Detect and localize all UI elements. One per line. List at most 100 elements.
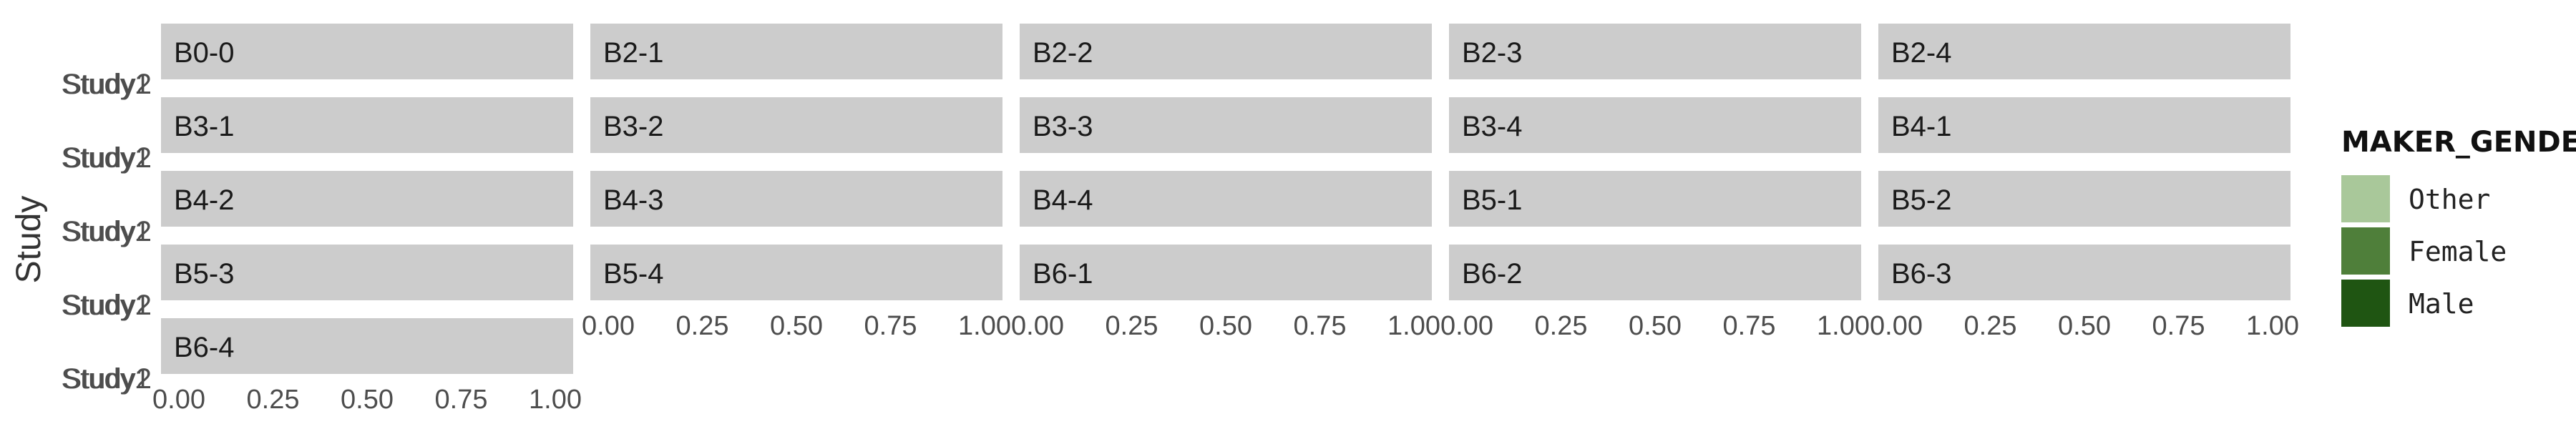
x-tick-label: 0.25 bbox=[1964, 311, 2017, 341]
facet-panel: B4-2 bbox=[161, 171, 573, 227]
facet-strip bbox=[1878, 171, 2290, 227]
facet-panel: B6-2 bbox=[1449, 245, 1861, 300]
x-tick-label: 0.25 bbox=[1535, 311, 1588, 341]
axes-layer: 0.00 0.25 0.50 0.75 1.000.00 0.25 0.50 0.75 1.00… bbox=[152, 311, 2299, 415]
facet-strip bbox=[161, 24, 573, 79]
facet-strip bbox=[590, 24, 1002, 79]
panels-layer: B0-0 B2-1 B2-2 B2-3 B2-4 B3-1 B3-2 B3-3 B3-4 B4-1… bbox=[161, 24, 2290, 374]
facet-strip-label: B6-3 bbox=[1891, 258, 1952, 290]
legend-key-swatch bbox=[2341, 175, 2390, 222]
facet-strip bbox=[1020, 245, 1432, 300]
y-axis-title: Study bbox=[10, 196, 48, 284]
x-tick-label: 0.00 bbox=[1440, 311, 1493, 341]
y-category-label: Study2 bbox=[62, 363, 152, 395]
facet-strip bbox=[1020, 24, 1432, 79]
facet-panel: B6-4 bbox=[161, 318, 573, 374]
facet-strip bbox=[1020, 171, 1432, 227]
facet-strip bbox=[1878, 24, 2290, 79]
facet-panel: B6-1 bbox=[1020, 245, 1432, 300]
facet-panel: B2-2 bbox=[1020, 24, 1432, 79]
facet-panel: B2-1 bbox=[590, 24, 1002, 79]
facet-strip-label: B3-1 bbox=[174, 111, 235, 142]
facet-strip bbox=[1878, 97, 2290, 153]
y-category-label: Study1 bbox=[61, 363, 150, 395]
facet-strip-label: B5-2 bbox=[1891, 184, 1952, 216]
facet-panel: B3-3 bbox=[1020, 97, 1432, 153]
facet-strip-label: B4-3 bbox=[603, 184, 664, 216]
y-category-label: Study2 bbox=[62, 69, 152, 100]
facet-strip-label: B5-3 bbox=[174, 258, 235, 290]
facet-strip-label: B2-1 bbox=[603, 37, 664, 69]
facet-panel: B2-3 bbox=[1449, 24, 1861, 79]
y-category-label: Study1 bbox=[61, 142, 150, 174]
y-category-label: Study2 bbox=[62, 142, 152, 174]
facet-panel: B5-3 bbox=[161, 245, 573, 300]
x-tick-label: 0.00 bbox=[1011, 311, 1064, 341]
facet-strip bbox=[161, 318, 573, 374]
x-tick-label: 0.75 bbox=[1294, 311, 1347, 341]
facet-strip-label: B6-4 bbox=[174, 332, 235, 363]
facet-strip bbox=[1449, 24, 1861, 79]
facet-strip-label: B3-4 bbox=[1462, 111, 1523, 142]
facet-panel: B6-3 bbox=[1878, 245, 2290, 300]
y-category-label: Study1 bbox=[61, 290, 150, 321]
facet-strip-label: B4-1 bbox=[1891, 111, 1952, 142]
facet-strip-label: B4-2 bbox=[174, 184, 235, 216]
y-category-label: Study1 bbox=[61, 69, 150, 100]
facet-panel: B4-4 bbox=[1020, 171, 1432, 227]
x-tick-label: 1.00 bbox=[2246, 311, 2299, 341]
y-category-label: Study1 bbox=[61, 216, 150, 247]
facet-strip-label: B6-2 bbox=[1462, 258, 1523, 290]
facet-strip-label: B4-4 bbox=[1033, 184, 1093, 216]
legend: MAKER_GENDER Other Female Male bbox=[2341, 126, 2576, 327]
facet-strip-label: B3-2 bbox=[603, 111, 664, 142]
x-tick-label: 0.00 bbox=[152, 385, 205, 415]
facet-strip bbox=[161, 171, 573, 227]
x-tick-label: 0.50 bbox=[770, 311, 823, 341]
x-tick-label: 0.00 bbox=[582, 311, 635, 341]
x-tick-label: 0.75 bbox=[1723, 311, 1776, 341]
legend-key-label: Other bbox=[2409, 184, 2490, 215]
facet-panel: B5-2 bbox=[1878, 171, 2290, 227]
facet-strip-label: B3-3 bbox=[1033, 111, 1093, 142]
facet-panel: B5-1 bbox=[1449, 171, 1861, 227]
facet-strip bbox=[590, 97, 1002, 153]
facet-panel: B3-4 bbox=[1449, 97, 1861, 153]
y-labels-layer: Study1Study2Study1Study2Study1Study2Stud… bbox=[61, 69, 152, 395]
x-tick-label: 0.75 bbox=[864, 311, 917, 341]
facet-strip-label: B2-3 bbox=[1462, 37, 1523, 69]
facet-panel: B5-4 bbox=[590, 245, 1002, 300]
facet-strip-label: B5-1 bbox=[1462, 184, 1523, 216]
x-tick-label: 0.50 bbox=[341, 385, 394, 415]
facet-panel: B3-1 bbox=[161, 97, 573, 153]
x-tick-label: 0.50 bbox=[1629, 311, 1682, 341]
x-tick-label: 0.25 bbox=[1106, 311, 1158, 341]
y-category-label: Study2 bbox=[62, 216, 152, 247]
facet-strip bbox=[590, 171, 1002, 227]
facet-strip-label: B5-4 bbox=[603, 258, 664, 290]
facet-panel: B0-0 bbox=[161, 24, 573, 79]
facet-panel: B4-3 bbox=[590, 171, 1002, 227]
x-tick-label: 0.25 bbox=[247, 385, 300, 415]
facet-panel: B3-2 bbox=[590, 97, 1002, 153]
x-tick-label: 0.50 bbox=[1199, 311, 1252, 341]
legend-key-swatch bbox=[2341, 227, 2390, 275]
facet-strip bbox=[161, 245, 573, 300]
x-tick-label: 1.00 bbox=[1817, 311, 1870, 341]
facet-strip bbox=[1449, 97, 1861, 153]
facet-strip bbox=[590, 245, 1002, 300]
x-tick-label: 0.25 bbox=[676, 311, 729, 341]
facet-strip-label: B0-0 bbox=[174, 37, 235, 69]
facet-panel: B4-1 bbox=[1878, 97, 2290, 153]
facet-strip bbox=[1878, 245, 2290, 300]
facet-strip-label: B6-1 bbox=[1033, 258, 1093, 290]
legend-key-label: Female bbox=[2409, 236, 2507, 267]
x-tick-label: 0.50 bbox=[2058, 311, 2111, 341]
x-tick-label: 1.00 bbox=[529, 385, 582, 415]
facet-panel: B2-4 bbox=[1878, 24, 2290, 79]
x-tick-label: 0.75 bbox=[2152, 311, 2205, 341]
facet-strip bbox=[1449, 171, 1861, 227]
facet-strip bbox=[161, 97, 573, 153]
x-tick-label: 1.00 bbox=[958, 311, 1011, 341]
